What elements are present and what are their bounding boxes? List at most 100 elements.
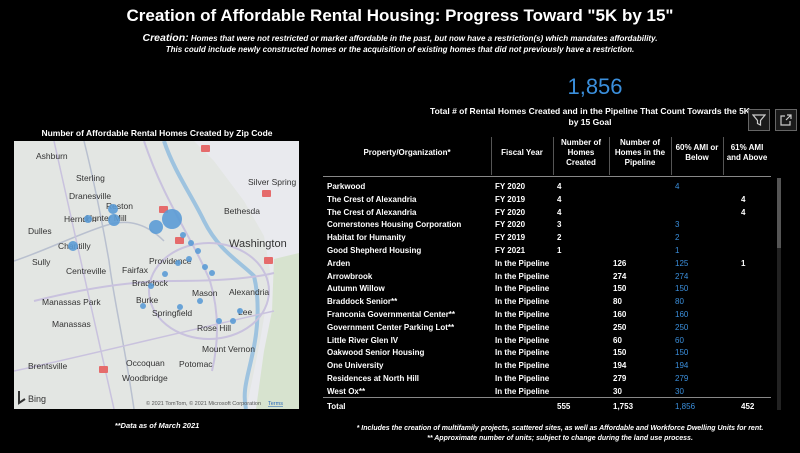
cell-created: 2 bbox=[557, 233, 562, 243]
table-row[interactable]: Arrowbrook In the Pipeline 274 274 bbox=[323, 271, 771, 285]
header-divider bbox=[491, 137, 492, 175]
zip-bubble[interactable] bbox=[216, 318, 222, 324]
header-ami60[interactable]: 60% AMI or Below bbox=[675, 143, 719, 162]
place-label: Potomac bbox=[179, 359, 213, 369]
zip-bubble[interactable] bbox=[195, 248, 201, 254]
place-label: Rose Hill bbox=[197, 323, 231, 333]
filter-button[interactable] bbox=[748, 109, 770, 131]
cell-name: The Crest of Alexandria bbox=[327, 194, 417, 204]
place-label: Mason bbox=[192, 288, 218, 298]
header-divider bbox=[553, 137, 554, 175]
zip-bubble[interactable] bbox=[140, 303, 146, 309]
zip-bubble[interactable] bbox=[209, 270, 215, 276]
zip-bubble[interactable] bbox=[175, 260, 181, 266]
cell-fy: In the Pipeline bbox=[495, 374, 550, 383]
zip-bubble[interactable] bbox=[108, 204, 118, 214]
table-row[interactable]: Habitat for Humanity FY 2019 2 2 bbox=[323, 232, 771, 246]
table-row[interactable]: West Ox** In the Pipeline 30 30 bbox=[323, 386, 771, 400]
cell-name: The Crest of Alexandria bbox=[327, 207, 417, 217]
table-row[interactable]: Little River Glen IV In the Pipeline 60 60 bbox=[323, 335, 771, 349]
zip-bubble[interactable] bbox=[197, 298, 203, 304]
zip-bubble[interactable] bbox=[162, 209, 182, 229]
header-homes-created[interactable]: Number of Homes Created bbox=[561, 138, 601, 167]
cell-ami61: 4 bbox=[741, 207, 746, 217]
cell-pipeline: 80 bbox=[613, 297, 622, 307]
zip-bubble[interactable] bbox=[84, 215, 92, 223]
place-label: Sully bbox=[32, 257, 51, 267]
expand-button[interactable] bbox=[775, 109, 797, 131]
table-row[interactable]: The Crest of Alexandria FY 2019 4 4 bbox=[323, 194, 771, 208]
cell-pipeline: 150 bbox=[613, 348, 627, 358]
cell-ami60: 30 bbox=[675, 386, 684, 396]
table-scrollbar-thumb[interactable] bbox=[777, 178, 781, 248]
zip-bubble[interactable] bbox=[148, 283, 154, 289]
cell-ami60: 250 bbox=[675, 322, 689, 332]
table-row[interactable]: The Crest of Alexandria FY 2020 4 4 bbox=[323, 207, 771, 221]
cell-name: Franconia Governmental Center** bbox=[327, 310, 456, 319]
zip-bubble[interactable] bbox=[230, 318, 236, 324]
place-label: Bethesda bbox=[224, 206, 260, 216]
zip-bubble[interactable] bbox=[162, 271, 168, 277]
place-label: Brentsville bbox=[28, 361, 67, 371]
table-row[interactable]: Autumn Willow In the Pipeline 150 150 bbox=[323, 283, 771, 297]
zip-code-map[interactable]: Ashburn Sterling Dranesville Herndon Res… bbox=[14, 141, 299, 409]
table-scrollbar[interactable] bbox=[777, 178, 781, 410]
cell-fy: In the Pipeline bbox=[495, 297, 550, 307]
cell-fy: In the Pipeline bbox=[495, 348, 550, 358]
map-terms-link[interactable]: Terms bbox=[268, 401, 283, 407]
header-divider bbox=[671, 137, 672, 175]
footnotes: * Includes the creation of multifamily p… bbox=[340, 424, 780, 444]
header-divider bbox=[609, 137, 610, 175]
cell-ami60: 160 bbox=[675, 310, 689, 319]
table-row[interactable]: Oakwood Senior Housing In the Pipeline 150… bbox=[323, 347, 771, 361]
cell-name: Government Center Parking Lot** bbox=[327, 322, 455, 332]
page-title: Creation of Affordable Rental Housing: P… bbox=[126, 6, 674, 25]
table-row[interactable]: Cornerstones Housing Corporation FY 2020 3… bbox=[323, 219, 771, 233]
table-row[interactable]: Franconia Governmental Center** In the Pi… bbox=[323, 309, 771, 323]
place-label: Manassas Park bbox=[42, 297, 101, 307]
place-label: Dranesville bbox=[69, 191, 111, 201]
zip-bubble[interactable] bbox=[202, 264, 208, 270]
zip-bubble[interactable] bbox=[68, 241, 78, 251]
zip-bubble[interactable] bbox=[180, 232, 186, 238]
header-fiscal-year[interactable]: Fiscal Year bbox=[501, 148, 543, 157]
table-row[interactable]: Arden In the Pipeline 126 125 1 bbox=[323, 258, 771, 272]
cell-pipeline: 150 bbox=[613, 284, 627, 294]
cell-name: West Ox** bbox=[327, 386, 366, 396]
cell-fy: In the Pipeline bbox=[495, 310, 550, 319]
cell-name: Braddock Senior** bbox=[327, 297, 398, 307]
table-row[interactable]: Residences at North Hill In the Pipeline 2… bbox=[323, 373, 771, 387]
header-divider bbox=[723, 137, 724, 175]
table-row[interactable]: Good Shepherd Housing FY 2021 1 1 bbox=[323, 245, 771, 259]
zip-bubble[interactable] bbox=[188, 240, 194, 246]
kpi-label: Total # of Rental Homes Created and in t… bbox=[430, 106, 750, 127]
total-label: Total bbox=[327, 402, 346, 411]
table-row[interactable]: Government Center Parking Lot** In the Pi… bbox=[323, 322, 771, 336]
zip-bubble[interactable] bbox=[237, 308, 243, 314]
cell-ami60: 125 bbox=[675, 258, 689, 268]
place-label: Alexandria bbox=[229, 287, 269, 297]
header-property[interactable]: Property/Organization* bbox=[363, 148, 451, 157]
header-ami61[interactable]: 61% AMI and Above bbox=[726, 143, 768, 162]
cell-name: Parkwood bbox=[327, 182, 366, 191]
cell-fy: FY 2019 bbox=[495, 194, 526, 204]
zip-bubble[interactable] bbox=[149, 220, 163, 234]
table-row[interactable]: Parkwood FY 2020 4 4 bbox=[323, 181, 771, 195]
cell-pipeline: 30 bbox=[613, 386, 622, 396]
expand-icon bbox=[780, 114, 792, 126]
cell-fy: In the Pipeline bbox=[495, 271, 550, 281]
cell-created: 1 bbox=[557, 246, 562, 255]
housing-table[interactable]: Property/Organization* Fiscal Year Numbe… bbox=[323, 133, 771, 416]
table-row[interactable]: One University In the Pipeline 194 194 bbox=[323, 360, 771, 374]
table-row[interactable]: Braddock Senior** In the Pipeline 80 80 bbox=[323, 296, 771, 310]
footnote-2: ** Approximate number of units; subject … bbox=[427, 435, 693, 442]
header-homes-pipeline[interactable]: Number of Homes in the Pipeline bbox=[614, 138, 666, 167]
cell-ami60: 2 bbox=[675, 233, 680, 243]
cell-name: Residences at North Hill bbox=[327, 374, 420, 383]
cell-name: Habitat for Humanity bbox=[327, 233, 406, 243]
zip-bubble[interactable] bbox=[177, 304, 183, 310]
cell-pipeline: 250 bbox=[613, 322, 627, 332]
zip-bubble[interactable] bbox=[108, 214, 120, 226]
zip-bubble[interactable] bbox=[186, 256, 192, 262]
cell-pipeline: 194 bbox=[613, 361, 627, 371]
